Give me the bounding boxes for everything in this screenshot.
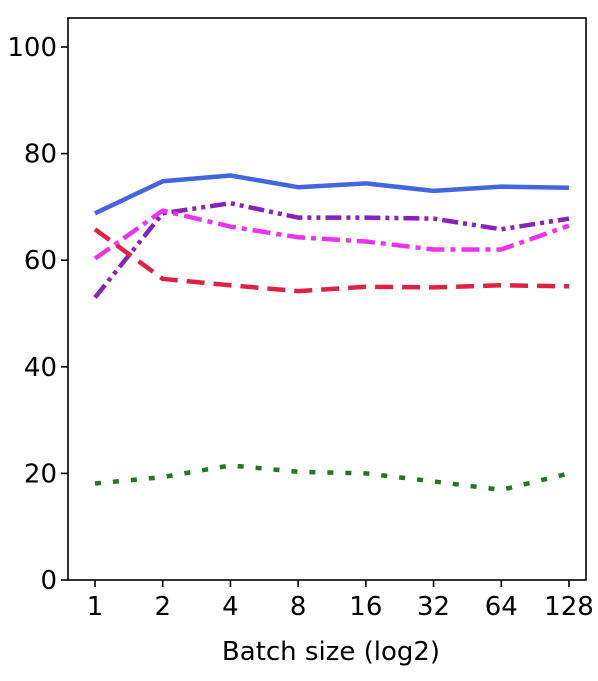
x-tick-label: 128 [544,592,594,622]
y-axis: 0 20 40 60 80 100 [7,33,68,596]
series-group [93,173,570,493]
y-tick-label: 0 [40,566,57,596]
x-tick-label: 8 [290,592,307,622]
x-tick-label: 16 [349,592,382,622]
x-axis-title: Batch size (log2) [222,637,440,667]
x-tick-label: 2 [154,592,171,622]
x-tick-label: 4 [222,592,239,622]
y-tick-label: 80 [24,140,57,170]
series-line-4 [93,227,570,294]
series-line-1 [94,173,570,216]
x-tick-label: 1 [87,592,104,622]
x-axis: 1 2 4 8 16 32 64 128 [87,580,594,622]
series-line-5 [94,463,570,493]
x-tick-label: 32 [417,592,450,622]
y-tick-label: 100 [7,33,57,63]
y-tick-label: 40 [24,353,57,383]
series-line-3 [93,208,570,261]
y-tick-label: 60 [24,246,57,276]
x-tick-label: 64 [485,592,518,622]
plot-area [67,17,587,581]
y-tick-label: 20 [24,459,57,489]
